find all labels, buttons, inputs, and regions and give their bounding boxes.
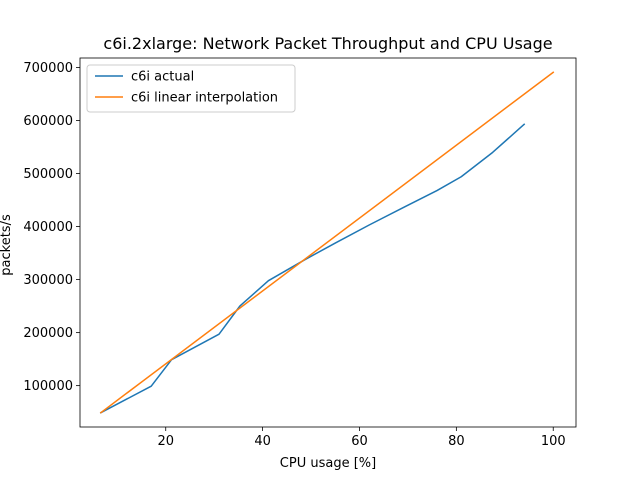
y-axis-label: packets/s bbox=[0, 214, 14, 276]
x-tick-label: 60 bbox=[351, 434, 368, 449]
y-tick-label: 200000 bbox=[23, 326, 73, 341]
series-layer bbox=[99, 71, 555, 414]
legend-label-2: c6i linear interpolation bbox=[131, 91, 278, 106]
y-tick-label: 600000 bbox=[23, 114, 73, 129]
chart-title: c6i.2xlarge: Network Packet Throughput a… bbox=[103, 34, 552, 53]
x-tick-label: 40 bbox=[254, 434, 271, 449]
axes-layer: 20 40 60 80 100 100000 200000 300000 400000 50000… bbox=[23, 57, 577, 449]
legend-box bbox=[86, 64, 296, 113]
legend: c6i actual c6i linear interpolation bbox=[86, 64, 296, 113]
y-tick-label: 300000 bbox=[23, 273, 73, 288]
x-tick-label: 20 bbox=[157, 434, 174, 449]
x-tick-label: 80 bbox=[448, 434, 465, 449]
x-axis-label: CPU usage [%] bbox=[280, 456, 376, 471]
y-tick-label: 500000 bbox=[23, 167, 73, 182]
series-line-2 bbox=[99, 71, 555, 414]
y-tick-label: 100000 bbox=[23, 379, 73, 394]
axes-frame bbox=[79, 57, 577, 428]
y-tick-label: 400000 bbox=[23, 220, 73, 235]
legend-label-1: c6i actual bbox=[131, 70, 194, 85]
x-tick-label: 100 bbox=[541, 434, 566, 449]
y-tick-label: 700000 bbox=[23, 61, 73, 76]
series-line-1 bbox=[99, 123, 526, 414]
